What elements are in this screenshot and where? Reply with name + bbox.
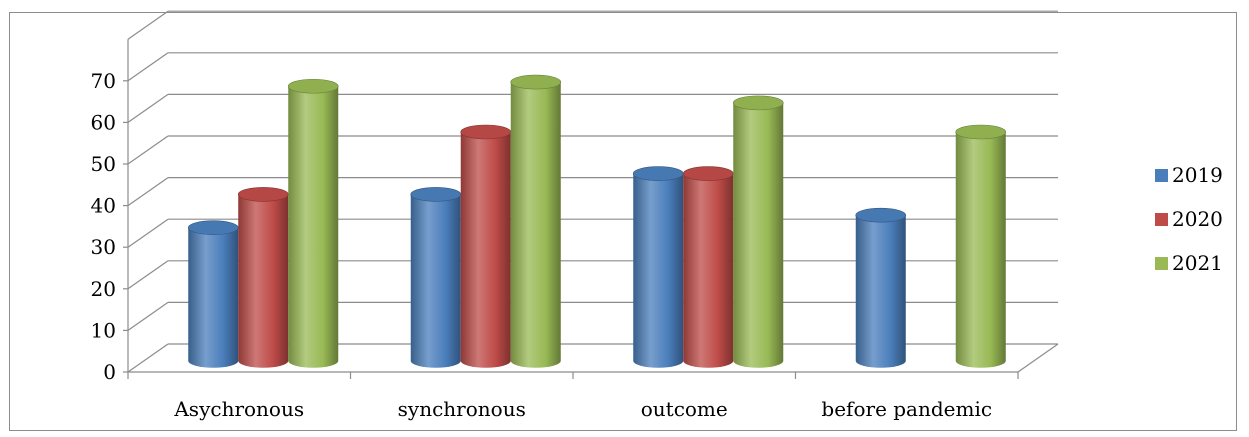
grid-diagonal	[127, 301, 169, 331]
chart-axes: 0 10 20 30 40 50 60 70 Asychronous synchronous out…	[91, 39, 1059, 421]
grid-diagonal	[127, 218, 169, 248]
grid-diagonal	[127, 135, 169, 165]
legend-label: 2020	[1172, 207, 1223, 231]
legend-swatch	[1155, 213, 1168, 226]
legend-item-2021: 2021	[1155, 251, 1223, 275]
bar-2019-asychronous	[187, 220, 239, 368]
y-tick-label: 60	[91, 110, 116, 134]
chart-bars	[187, 74, 1007, 368]
y-tick-label: 0	[103, 360, 116, 384]
bar-2020-asychronous	[237, 187, 289, 368]
bar-2019-synchronous	[410, 187, 462, 368]
grid-diagonal	[127, 260, 169, 290]
y-tick-label: 30	[91, 235, 116, 259]
legend-label: 2019	[1172, 163, 1223, 187]
legend-item-2020: 2020	[1155, 207, 1223, 231]
grid-diagonal	[127, 343, 169, 373]
grid-diagonal	[127, 93, 169, 123]
grid-diagonal	[127, 52, 169, 82]
bar-2019-before-pandemic	[855, 207, 907, 368]
floor-edge	[1017, 343, 1059, 373]
x-tick-label: synchronous	[398, 397, 526, 421]
chart-legend: 2019 2020 2021	[1155, 163, 1223, 275]
grid-diagonal	[127, 10, 169, 40]
y-tick-label: 50	[91, 152, 116, 176]
bar-2020-outcome	[682, 166, 734, 368]
legend-label: 2021	[1172, 251, 1223, 275]
bar-2020-synchronous	[460, 124, 512, 368]
x-tick-label: Asychronous	[173, 397, 304, 421]
bar-2021-before-pandemic	[955, 124, 1007, 368]
y-tick-label: 10	[91, 318, 116, 342]
y-tick-label: 40	[91, 194, 116, 218]
legend-item-2019: 2019	[1155, 163, 1223, 187]
bar-2021-outcome	[732, 95, 784, 368]
legend-swatch	[1155, 257, 1168, 270]
y-tick-label: 20	[91, 277, 116, 301]
x-tick-label: outcome	[641, 397, 728, 421]
bar-2019-outcome	[632, 166, 684, 368]
grid-diagonal	[127, 177, 169, 207]
legend-swatch	[1155, 169, 1168, 182]
bar-2021-asychronous	[287, 78, 339, 368]
y-tick-label: 70	[91, 69, 116, 93]
bar-2021-synchronous	[510, 74, 562, 368]
x-tick-label: before pandemic	[821, 397, 992, 421]
